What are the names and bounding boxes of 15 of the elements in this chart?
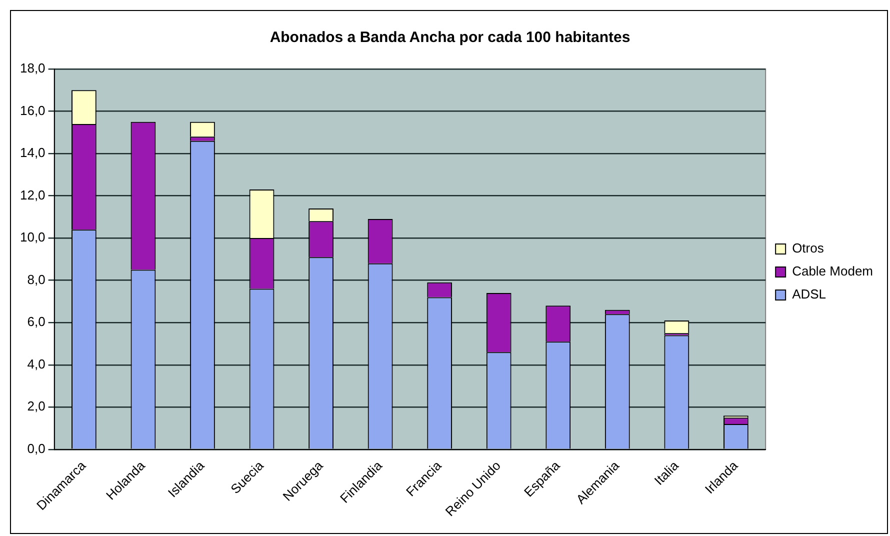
y-tick-label: 18,0 xyxy=(20,60,46,76)
legend-label: ADSL xyxy=(792,286,826,302)
y-tick-label: 16,0 xyxy=(20,102,46,118)
legend-label: Cable Modem xyxy=(792,264,874,279)
y-tick-label: 0,0 xyxy=(27,440,46,456)
y-tick-label: 4,0 xyxy=(27,356,46,372)
y-tick-label: 2,0 xyxy=(27,398,46,414)
legend-label: Otros xyxy=(792,240,824,256)
y-tick-label: 14,0 xyxy=(20,145,46,160)
y-tick-label: 6,0 xyxy=(27,314,46,330)
y-tick-label: 8,0 xyxy=(27,272,46,287)
chart-title: Abonados a Banda Ancha por cada 100 habitantes xyxy=(270,29,630,46)
y-tick-label: 12,0 xyxy=(20,187,46,202)
x-tick-label: Italia xyxy=(651,457,682,488)
y-tick-label: 10,0 xyxy=(20,230,46,245)
